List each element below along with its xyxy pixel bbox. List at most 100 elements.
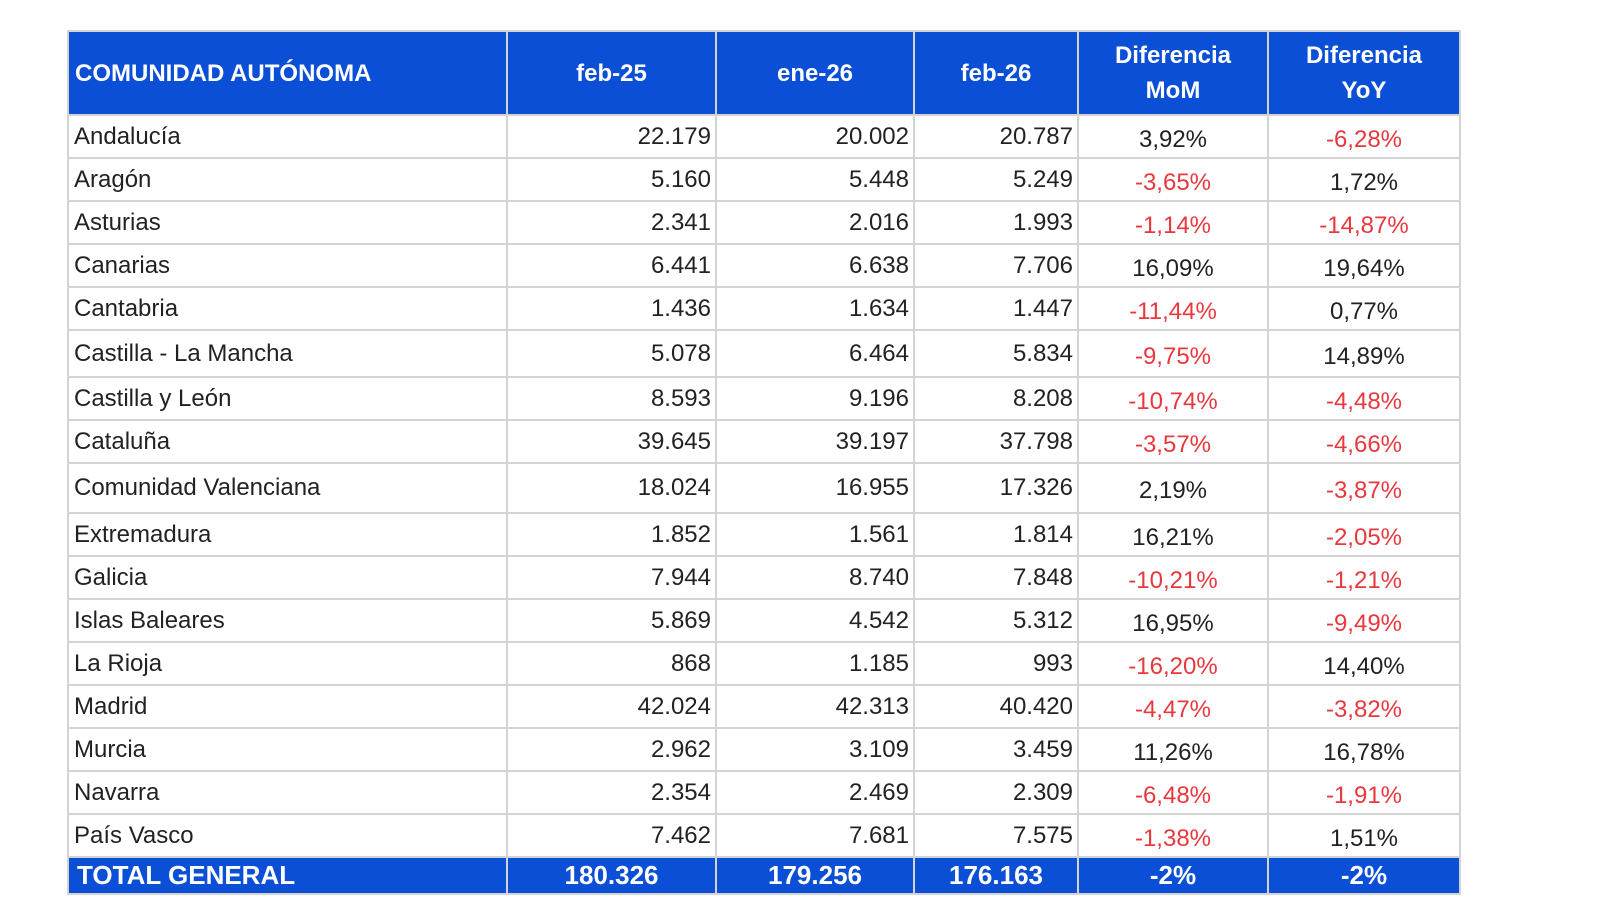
cell-feb-25: 2.341 [506,200,717,245]
table-row: Madrid 42.024 42.313 40.420 -4,47% -3,82% [67,684,1461,729]
header-ene-26: ene-26 [715,30,915,116]
header-diferencia-mom: Diferencia MoM [1077,30,1269,116]
cell-feb-25: 18.024 [506,462,717,514]
cell-feb-25: 6.441 [506,243,717,288]
cell-ene-26: 4.542 [715,598,915,643]
total-feb-25: 180.326 [506,856,717,895]
cell-mom: -9,75% [1077,329,1269,378]
cell-mom: 16,21% [1077,512,1269,557]
table-row: Aragón 5.160 5.448 5.249 -3,65% 1,72% [67,157,1461,202]
table-row: Andalucía 22.179 20.002 20.787 3,92% -6,28% [67,114,1461,159]
cell-feb-25: 22.179 [506,114,717,159]
cell-yoy: -14,87% [1267,200,1461,245]
cell-feb-26: 7.575 [913,813,1079,858]
cell-comunidad: Cantabria [67,286,508,331]
cell-feb-25: 5.078 [506,329,717,378]
cell-yoy: -3,87% [1267,462,1461,514]
cell-mom: -10,21% [1077,555,1269,600]
cell-mom: 3,92% [1077,114,1269,159]
table-row: Navarra 2.354 2.469 2.309 -6,48% -1,91% [67,770,1461,815]
cell-comunidad: Andalucía [67,114,508,159]
cell-feb-25: 5.869 [506,598,717,643]
cell-comunidad: Galicia [67,555,508,600]
total-row: TOTAL GENERAL 180.326 179.256 176.163 -2… [67,856,1461,895]
cell-feb-26: 5.834 [913,329,1079,378]
cell-yoy: -4,66% [1267,419,1461,464]
table-row: Asturias 2.341 2.016 1.993 -1,14% -14,87% [67,200,1461,245]
cell-feb-25: 2.962 [506,727,717,772]
cell-feb-25: 868 [506,641,717,686]
cell-comunidad: La Rioja [67,641,508,686]
cell-feb-25: 42.024 [506,684,717,729]
cell-yoy: -6,28% [1267,114,1461,159]
table-row: Islas Baleares 5.869 4.542 5.312 16,95% -9,49… [67,598,1461,643]
cell-yoy: 16,78% [1267,727,1461,772]
cell-ene-26: 16.955 [715,462,915,514]
cell-mom: -3,65% [1077,157,1269,202]
cell-yoy: -9,49% [1267,598,1461,643]
cell-ene-26: 1.561 [715,512,915,557]
table-row: Comunidad Valenciana 18.024 16.955 17.326 2,… [67,462,1461,514]
cell-feb-25: 1.852 [506,512,717,557]
cell-yoy: 14,40% [1267,641,1461,686]
cell-feb-26: 7.848 [913,555,1079,600]
cell-yoy: -1,21% [1267,555,1461,600]
table-body: Andalucía 22.179 20.002 20.787 3,92% -6,28% Ar… [67,114,1461,858]
cell-ene-26: 2.016 [715,200,915,245]
cell-yoy: 19,64% [1267,243,1461,288]
table-row: Cataluña 39.645 39.197 37.798 -3,57% -4,66% [67,419,1461,464]
cell-feb-26: 1.447 [913,286,1079,331]
cell-ene-26: 6.638 [715,243,915,288]
header-feb-26: feb-26 [913,30,1079,116]
table-row: Castilla - La Mancha 5.078 6.464 5.834 -9,75… [67,329,1461,378]
cell-feb-26: 3.459 [913,727,1079,772]
header-diferencia-yoy: Diferencia YoY [1267,30,1461,116]
cell-feb-26: 17.326 [913,462,1079,514]
table-row: Canarias 6.441 6.638 7.706 16,09% 19,64% [67,243,1461,288]
cell-comunidad: Comunidad Valenciana [67,462,508,514]
cell-comunidad: Aragón [67,157,508,202]
cell-feb-25: 5.160 [506,157,717,202]
cell-ene-26: 9.196 [715,376,915,421]
cell-feb-25: 2.354 [506,770,717,815]
cell-ene-26: 5.448 [715,157,915,202]
cell-mom: -10,74% [1077,376,1269,421]
cell-ene-26: 8.740 [715,555,915,600]
cell-comunidad: Castilla y León [67,376,508,421]
cell-comunidad: Castilla - La Mancha [67,329,508,378]
table-row: Cantabria 1.436 1.634 1.447 -11,44% 0,77% [67,286,1461,331]
cell-mom: -6,48% [1077,770,1269,815]
cell-yoy: 1,51% [1267,813,1461,858]
cell-mom: -1,14% [1077,200,1269,245]
cell-mom: -4,47% [1077,684,1269,729]
cell-mom: 16,09% [1077,243,1269,288]
cell-ene-26: 7.681 [715,813,915,858]
cell-comunidad: Extremadura [67,512,508,557]
cell-ene-26: 6.464 [715,329,915,378]
cell-yoy: 0,77% [1267,286,1461,331]
table-row: Murcia 2.962 3.109 3.459 11,26% 16,78% [67,727,1461,772]
cell-yoy: -1,91% [1267,770,1461,815]
cell-ene-26: 42.313 [715,684,915,729]
cell-comunidad: País Vasco [67,813,508,858]
cell-feb-25: 7.944 [506,555,717,600]
table-row: País Vasco 7.462 7.681 7.575 -1,38% 1,51% [67,813,1461,858]
cell-mom: 2,19% [1077,462,1269,514]
cell-feb-26: 5.312 [913,598,1079,643]
cell-feb-26: 40.420 [913,684,1079,729]
cell-mom: -16,20% [1077,641,1269,686]
cell-feb-25: 8.593 [506,376,717,421]
cell-yoy: 14,89% [1267,329,1461,378]
total-ene-26: 179.256 [715,856,915,895]
table-row: La Rioja 868 1.185 993 -16,20% 14,40% [67,641,1461,686]
cell-feb-26: 8.208 [913,376,1079,421]
cell-comunidad: Murcia [67,727,508,772]
header-comunidad: COMUNIDAD AUTÓNOMA [67,30,508,116]
cell-ene-26: 2.469 [715,770,915,815]
cell-comunidad: Asturias [67,200,508,245]
cell-feb-26: 993 [913,641,1079,686]
cell-mom: -11,44% [1077,286,1269,331]
cell-ene-26: 3.109 [715,727,915,772]
cell-feb-26: 2.309 [913,770,1079,815]
cell-yoy: -3,82% [1267,684,1461,729]
